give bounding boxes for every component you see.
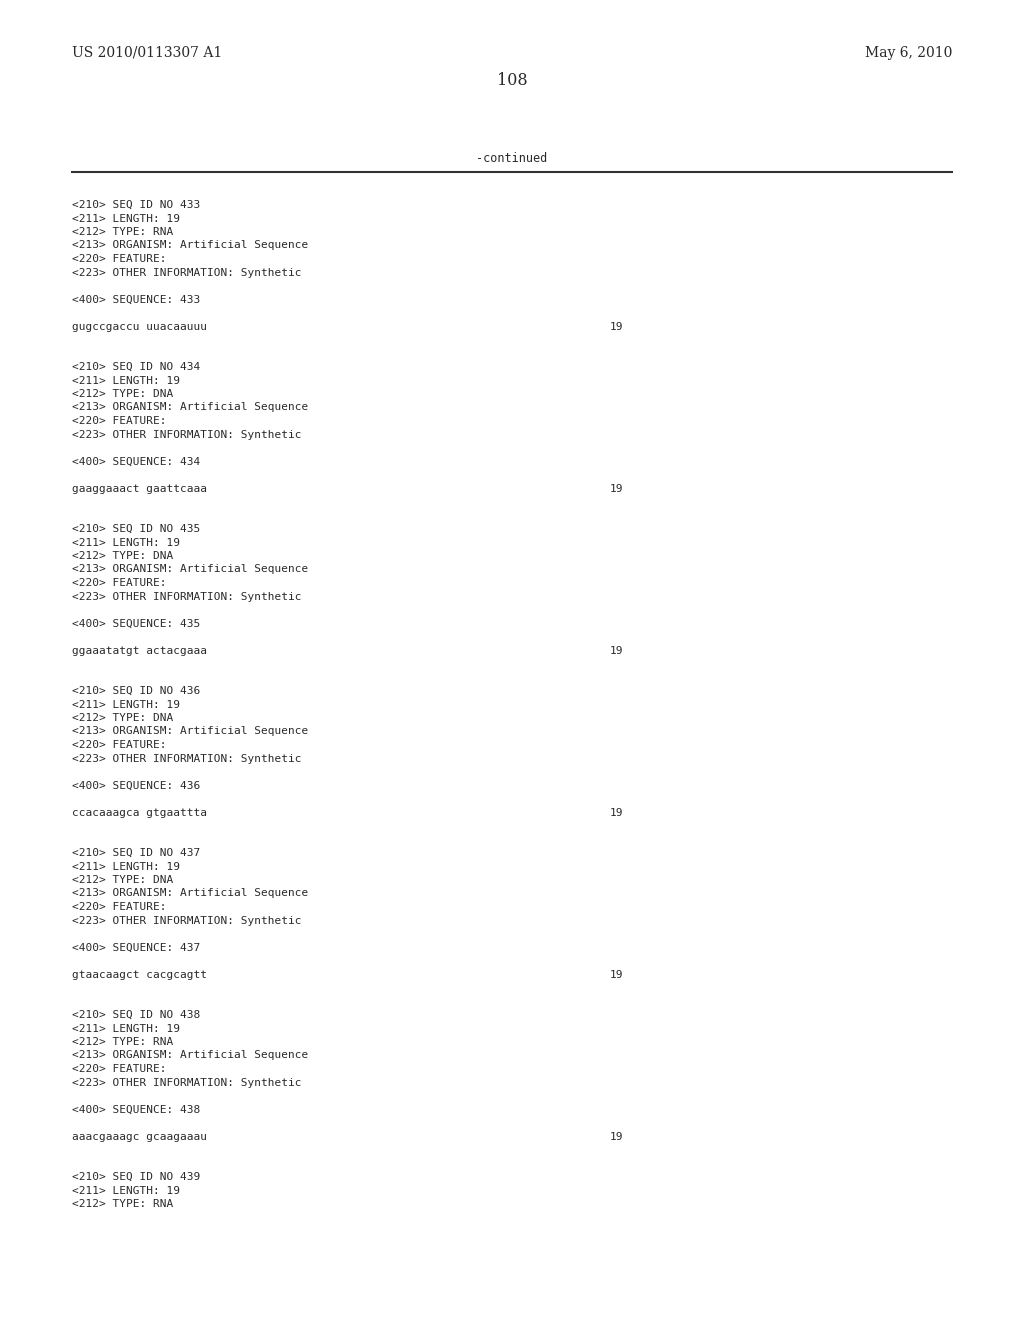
Text: US 2010/0113307 A1: US 2010/0113307 A1	[72, 46, 222, 59]
Text: <212> TYPE: DNA: <212> TYPE: DNA	[72, 389, 173, 399]
Text: <213> ORGANISM: Artificial Sequence: <213> ORGANISM: Artificial Sequence	[72, 565, 308, 574]
Text: <213> ORGANISM: Artificial Sequence: <213> ORGANISM: Artificial Sequence	[72, 888, 308, 899]
Text: <223> OTHER INFORMATION: Synthetic: <223> OTHER INFORMATION: Synthetic	[72, 429, 301, 440]
Text: <210> SEQ ID NO 435: <210> SEQ ID NO 435	[72, 524, 201, 535]
Text: 19: 19	[610, 1131, 624, 1142]
Text: <220> FEATURE:: <220> FEATURE:	[72, 253, 167, 264]
Text: 108: 108	[497, 73, 527, 88]
Text: <210> SEQ ID NO 434: <210> SEQ ID NO 434	[72, 362, 201, 372]
Text: <400> SEQUENCE: 436: <400> SEQUENCE: 436	[72, 780, 201, 791]
Text: 19: 19	[610, 483, 624, 494]
Text: -continued: -continued	[476, 152, 548, 165]
Text: <211> LENGTH: 19: <211> LENGTH: 19	[72, 214, 180, 223]
Text: 19: 19	[610, 969, 624, 979]
Text: <220> FEATURE:: <220> FEATURE:	[72, 741, 167, 750]
Text: <210> SEQ ID NO 436: <210> SEQ ID NO 436	[72, 686, 201, 696]
Text: <213> ORGANISM: Artificial Sequence: <213> ORGANISM: Artificial Sequence	[72, 726, 308, 737]
Text: 19: 19	[610, 645, 624, 656]
Text: <210> SEQ ID NO 437: <210> SEQ ID NO 437	[72, 847, 201, 858]
Text: <211> LENGTH: 19: <211> LENGTH: 19	[72, 375, 180, 385]
Text: <210> SEQ ID NO 433: <210> SEQ ID NO 433	[72, 201, 201, 210]
Text: <212> TYPE: DNA: <212> TYPE: DNA	[72, 550, 173, 561]
Text: <400> SEQUENCE: 437: <400> SEQUENCE: 437	[72, 942, 201, 953]
Text: <211> LENGTH: 19: <211> LENGTH: 19	[72, 1023, 180, 1034]
Text: <213> ORGANISM: Artificial Sequence: <213> ORGANISM: Artificial Sequence	[72, 240, 308, 251]
Text: <223> OTHER INFORMATION: Synthetic: <223> OTHER INFORMATION: Synthetic	[72, 754, 301, 763]
Text: <220> FEATURE:: <220> FEATURE:	[72, 1064, 167, 1074]
Text: <223> OTHER INFORMATION: Synthetic: <223> OTHER INFORMATION: Synthetic	[72, 916, 301, 925]
Text: <212> TYPE: DNA: <212> TYPE: DNA	[72, 713, 173, 723]
Text: gtaacaagct cacgcagtt: gtaacaagct cacgcagtt	[72, 969, 207, 979]
Text: gaaggaaact gaattcaaa: gaaggaaact gaattcaaa	[72, 483, 207, 494]
Text: ggaaatatgt actacgaaa: ggaaatatgt actacgaaa	[72, 645, 207, 656]
Text: <212> TYPE: RNA: <212> TYPE: RNA	[72, 1199, 173, 1209]
Text: gugccgaccu uuacaauuu: gugccgaccu uuacaauuu	[72, 322, 207, 331]
Text: <400> SEQUENCE: 434: <400> SEQUENCE: 434	[72, 457, 201, 466]
Text: <212> TYPE: RNA: <212> TYPE: RNA	[72, 227, 173, 238]
Text: <400> SEQUENCE: 433: <400> SEQUENCE: 433	[72, 294, 201, 305]
Text: <400> SEQUENCE: 435: <400> SEQUENCE: 435	[72, 619, 201, 628]
Text: ccacaaagca gtgaattta: ccacaaagca gtgaattta	[72, 808, 207, 817]
Text: <211> LENGTH: 19: <211> LENGTH: 19	[72, 1185, 180, 1196]
Text: <220> FEATURE:: <220> FEATURE:	[72, 578, 167, 587]
Text: 19: 19	[610, 322, 624, 331]
Text: <223> OTHER INFORMATION: Synthetic: <223> OTHER INFORMATION: Synthetic	[72, 591, 301, 602]
Text: <220> FEATURE:: <220> FEATURE:	[72, 902, 167, 912]
Text: <211> LENGTH: 19: <211> LENGTH: 19	[72, 700, 180, 710]
Text: <212> TYPE: RNA: <212> TYPE: RNA	[72, 1038, 173, 1047]
Text: <212> TYPE: DNA: <212> TYPE: DNA	[72, 875, 173, 884]
Text: <220> FEATURE:: <220> FEATURE:	[72, 416, 167, 426]
Text: <211> LENGTH: 19: <211> LENGTH: 19	[72, 537, 180, 548]
Text: <211> LENGTH: 19: <211> LENGTH: 19	[72, 862, 180, 871]
Text: <210> SEQ ID NO 439: <210> SEQ ID NO 439	[72, 1172, 201, 1181]
Text: 19: 19	[610, 808, 624, 817]
Text: <223> OTHER INFORMATION: Synthetic: <223> OTHER INFORMATION: Synthetic	[72, 1077, 301, 1088]
Text: <223> OTHER INFORMATION: Synthetic: <223> OTHER INFORMATION: Synthetic	[72, 268, 301, 277]
Text: <400> SEQUENCE: 438: <400> SEQUENCE: 438	[72, 1105, 201, 1114]
Text: <213> ORGANISM: Artificial Sequence: <213> ORGANISM: Artificial Sequence	[72, 1051, 308, 1060]
Text: <213> ORGANISM: Artificial Sequence: <213> ORGANISM: Artificial Sequence	[72, 403, 308, 412]
Text: aaacgaaagc gcaagaaau: aaacgaaagc gcaagaaau	[72, 1131, 207, 1142]
Text: <210> SEQ ID NO 438: <210> SEQ ID NO 438	[72, 1010, 201, 1020]
Text: May 6, 2010: May 6, 2010	[864, 46, 952, 59]
